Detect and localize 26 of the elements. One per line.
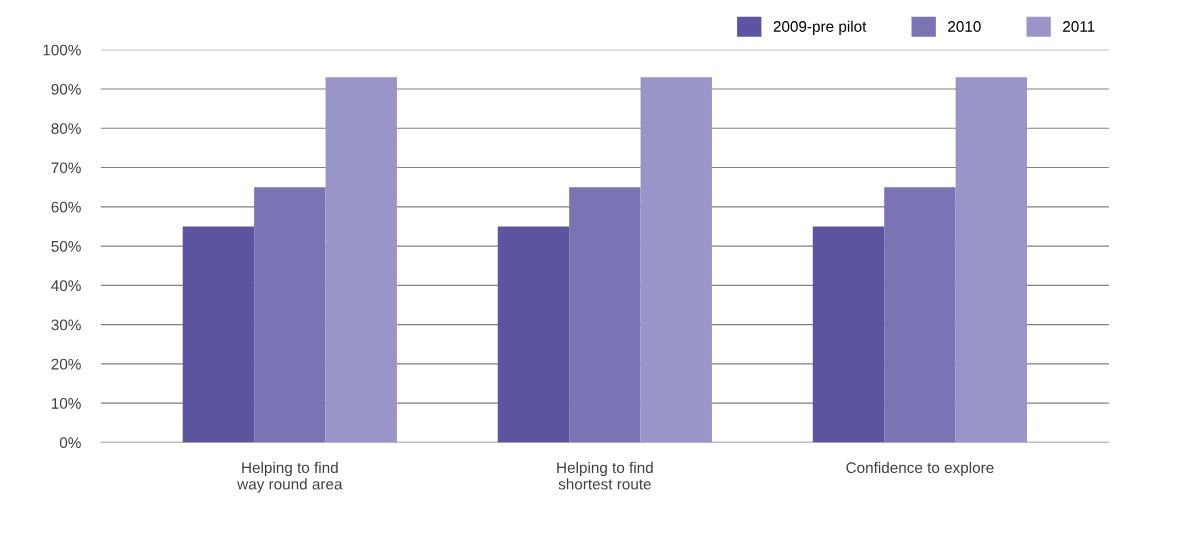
y-tick-label: 40%: [51, 280, 81, 292]
bar: [325, 77, 397, 443]
legend-label: 2011: [1063, 21, 1095, 32]
bar: [254, 187, 326, 443]
bar: [955, 77, 1027, 443]
legend-label: 2010: [948, 21, 981, 32]
y-tick-label: 30%: [51, 319, 81, 331]
y-tick-label: 0%: [59, 437, 81, 449]
y-tick-label: 90%: [51, 83, 81, 95]
x-tick-label: Helping to find way round area: [237, 461, 343, 493]
bar: [884, 187, 956, 443]
bar: [812, 226, 885, 443]
y-tick-label: 10%: [51, 398, 81, 409]
x-tick-label: Helping to find shortest route: [557, 461, 653, 490]
y-tick-label: 50%: [51, 240, 81, 252]
legend-label: 2009-pre pilot: [773, 20, 867, 35]
y-tick-label: 100%: [43, 44, 81, 56]
y-tick-label: 20%: [51, 358, 81, 370]
y-tick-label: 80%: [51, 123, 81, 134]
x-tick-label: Confidence to explore: [846, 461, 994, 477]
bar: [569, 187, 641, 443]
bar: [640, 77, 712, 443]
y-tick-label: 70%: [51, 162, 81, 174]
y-tick-label: 60%: [51, 201, 81, 213]
bar: [497, 226, 570, 443]
bar: [182, 226, 255, 443]
